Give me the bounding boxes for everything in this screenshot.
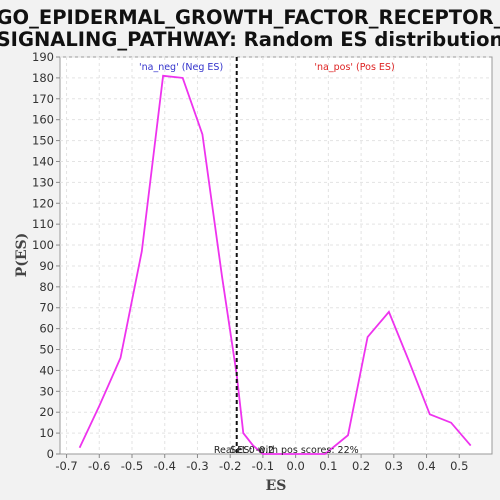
y-tick-label: 0	[47, 447, 54, 461]
x-tick-label: 0.2	[352, 459, 370, 473]
y-tick-label: 90	[39, 259, 54, 273]
y-tick-label: 100	[32, 238, 54, 252]
x-tick-label: -0.7	[55, 459, 77, 473]
x-tick-label: -0.2	[219, 459, 241, 473]
chart-title-line2: SIGNALING_PATHWAY: Random ES distributio…	[0, 28, 500, 51]
x-tick-label: 0.0	[286, 459, 304, 473]
x-tick-label: 0.3	[385, 459, 403, 473]
x-tick-label: -0.4	[154, 459, 176, 473]
plot-area	[59, 56, 493, 455]
grid-lines	[60, 56, 492, 454]
y-tick-label: 120	[32, 196, 54, 210]
pos-es-label: 'na_pos' (Pos ES)	[314, 62, 394, 73]
x-tick-label: -0.1	[252, 459, 274, 473]
y-tick-label: 80	[39, 280, 54, 294]
x-tick-label: -0.3	[186, 459, 208, 473]
x-axis-label: ES	[266, 478, 287, 494]
y-tick-label: 130	[32, 175, 54, 189]
x-tick-label: 0.4	[417, 459, 435, 473]
y-tick-label: 170	[32, 92, 54, 106]
pos-scores-label: Set 0 with pos scores: 22%	[230, 445, 358, 456]
y-tick-label: 180	[32, 71, 54, 85]
x-axis: -0.7 -0.6 -0.5 -0.4 -0.3 -0.2 -0.1 0.0 0.1 0.2 0.3…	[55, 454, 468, 473]
x-tick-label: -0.6	[88, 459, 110, 473]
y-tick-label: 40	[39, 363, 54, 377]
y-tick-label: 150	[32, 134, 54, 148]
y-tick-label: 30	[39, 384, 54, 398]
y-tick-label: 110	[32, 217, 54, 231]
x-tick-label: -0.5	[121, 459, 143, 473]
y-tick-label: 70	[39, 301, 54, 315]
y-tick-label: 160	[32, 113, 54, 127]
y-tick-label: 60	[39, 322, 54, 336]
y-tick-label: 10	[39, 426, 54, 440]
y-tick-label: 20	[39, 405, 54, 419]
x-tick-label: 0.1	[319, 459, 337, 473]
series-line	[78, 74, 472, 455]
y-tick-label: 190	[32, 50, 54, 64]
y-tick-label: 50	[39, 343, 54, 357]
real-es-label: Real ES: -0.2	[214, 445, 274, 456]
y-axis-label: P(ES)	[14, 233, 30, 278]
x-tick-label: 0.5	[450, 459, 468, 473]
chart-title-line1: GO_EPIDERMAL_GROWTH_FACTOR_RECEPTOR_	[0, 6, 500, 29]
neg-es-label: 'na_neg' (Neg ES)	[139, 62, 223, 73]
y-axis: 0 10 20 30 40 50 60 70 80 90 100 110 120 130 140 150 160…	[32, 50, 60, 461]
y-tick-label: 140	[32, 154, 54, 168]
